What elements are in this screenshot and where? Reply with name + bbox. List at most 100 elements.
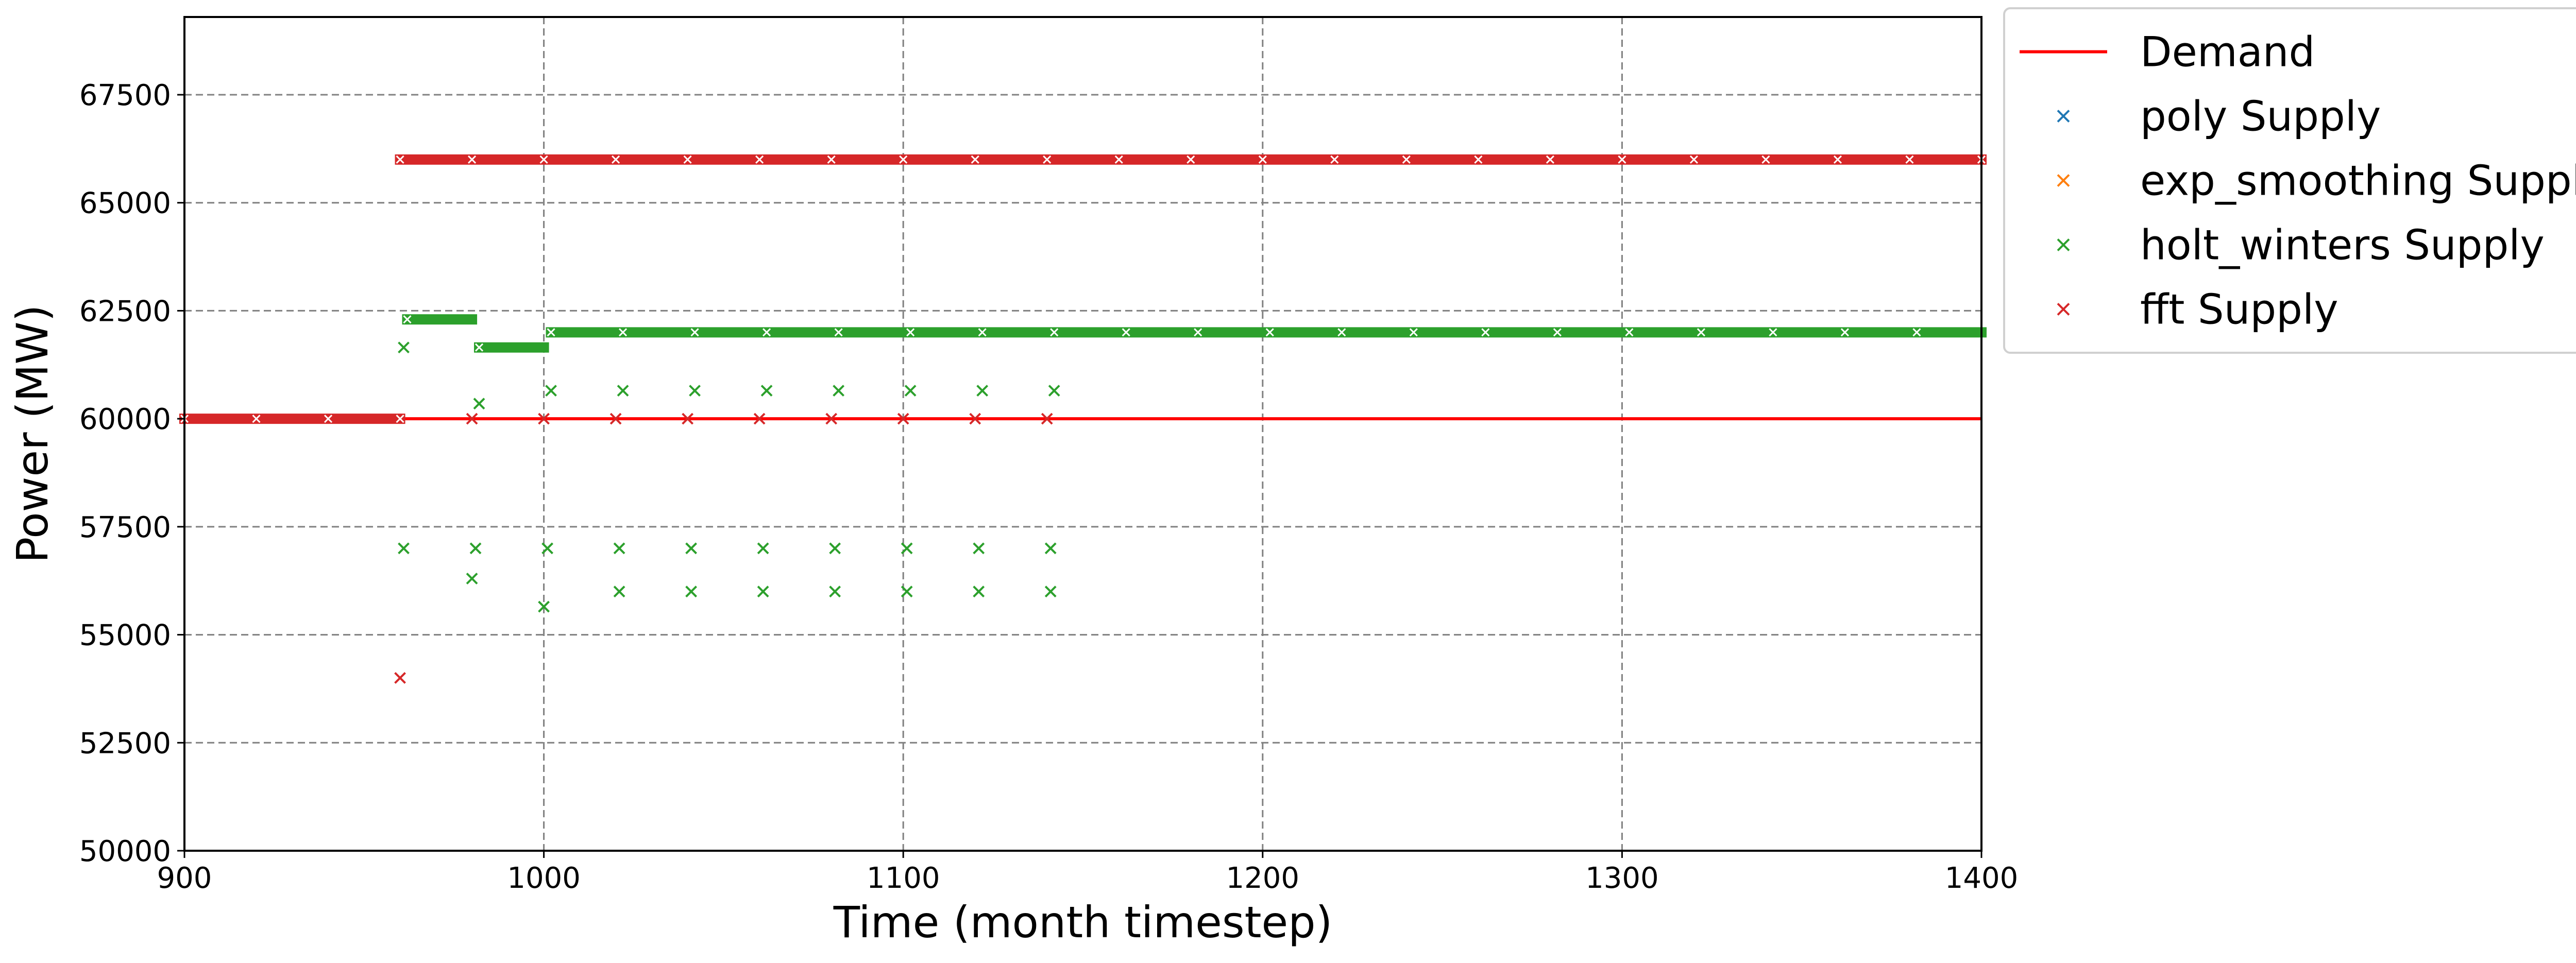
run-marker-gap: [1553, 328, 1562, 337]
legend-item: holt_winters Supply: [2057, 221, 2545, 269]
legend-item: fft Supply: [2057, 286, 2338, 334]
x-tick-label: 900: [157, 862, 212, 895]
data-point: [394, 672, 406, 684]
y-axis-label: Power (MW): [7, 305, 58, 563]
y-tick-label: 52500: [79, 727, 171, 760]
data-point: [541, 542, 553, 555]
run-marker-gap: [1122, 328, 1130, 337]
run-marker-gap: [1337, 328, 1346, 337]
data-point: [825, 412, 838, 425]
run-marker-gap: [396, 155, 404, 164]
run-marker-gap: [1546, 155, 1554, 164]
data-point: [969, 412, 981, 425]
run-marker-gap: [1194, 328, 1202, 337]
run-marker-gap: [1697, 328, 1705, 337]
data-point: [976, 385, 989, 397]
run-marker-gap: [1402, 155, 1411, 164]
legend-item: poly Supply: [2057, 93, 2381, 141]
run-marker-gap: [547, 328, 555, 337]
run-marker-gap: [1761, 155, 1770, 164]
legend-label: fft Supply: [2140, 286, 2338, 334]
run-marker-gap: [474, 343, 484, 352]
run-marker-gap: [539, 155, 548, 164]
run-marker-gap: [1689, 155, 1698, 164]
run-marker-gap: [1330, 155, 1339, 164]
run-marker-gap: [324, 415, 333, 423]
data-point: [833, 385, 845, 397]
data-point: [901, 542, 913, 555]
data-point: [609, 412, 622, 425]
x-tick-label: 1200: [1226, 862, 1300, 895]
data-point: [473, 398, 485, 410]
run-marker-gap: [396, 415, 404, 423]
data-point: [829, 586, 841, 598]
dense-marker-run: [402, 314, 478, 325]
run-marker-gap: [899, 155, 908, 164]
dense-marker-run: [179, 414, 405, 424]
plot-series: [179, 154, 1987, 684]
data-point: [466, 412, 478, 425]
data-point: [904, 385, 917, 397]
run-marker-gap: [1833, 155, 1842, 164]
data-point: [466, 573, 478, 584]
run-marker-gap: [1050, 328, 1059, 337]
data-point: [398, 542, 410, 555]
x-axis-label: Time (month timestep): [833, 897, 1333, 948]
grid: [184, 17, 1981, 851]
legend: Demand poly Supply exp_smoothing Supply hol…: [2003, 7, 2576, 354]
run-marker-gap: [762, 328, 771, 337]
run-marker-gap: [1625, 328, 1634, 337]
run-marker-gap: [827, 155, 836, 164]
data-point: [685, 542, 698, 555]
x-tick-label: 1000: [507, 862, 581, 895]
run-marker-gap: [755, 155, 764, 164]
y-tick-label: 65000: [79, 187, 171, 220]
data-point: [901, 586, 913, 598]
data-point: [897, 412, 909, 425]
data-point: [760, 385, 773, 397]
y-tick-label: 57500: [79, 511, 171, 544]
legend-item: exp_smoothing Supply: [2057, 157, 2576, 205]
data-point: [685, 586, 698, 598]
run-marker-gap: [690, 328, 699, 337]
data-point: [689, 385, 701, 397]
run-marker-gap: [1043, 155, 1052, 164]
data-point: [613, 586, 625, 598]
run-marker-gap: [1409, 328, 1418, 337]
data-point: [829, 542, 841, 555]
axis-ticks: 900 1000 1100 1200 1300 1400 50000 52500 55000 57…: [79, 79, 2018, 895]
legend-marker-swatch: [2057, 110, 2070, 123]
run-marker-gap: [468, 155, 477, 164]
data-point: [613, 542, 625, 555]
run-marker-gap: [1258, 155, 1267, 164]
legend-marker-swatch: [2057, 174, 2070, 187]
run-marker-gap: [1618, 155, 1626, 164]
y-tick-label: 67500: [79, 79, 171, 112]
data-point: [1041, 412, 1053, 425]
run-marker-gap: [1481, 328, 1490, 337]
legend-box: [2003, 7, 2576, 354]
run-marker-gap: [978, 328, 987, 337]
run-marker-gap: [619, 328, 628, 337]
run-marker-gap: [1114, 155, 1123, 164]
data-point: [617, 385, 629, 397]
data-point: [757, 586, 769, 598]
run-marker-gap: [1187, 155, 1195, 164]
data-point: [973, 586, 985, 598]
run-marker-gap: [1840, 328, 1849, 337]
run-marker-gap: [834, 328, 843, 337]
legend-label: holt_winters Supply: [2140, 221, 2545, 269]
data-point: [469, 542, 482, 555]
run-marker-gap: [683, 155, 692, 164]
y-tick-label: 62500: [79, 295, 171, 328]
run-marker-gap: [612, 155, 620, 164]
x-tick-label: 1400: [1945, 862, 2019, 895]
legend-marker-swatch: [2057, 238, 2070, 251]
run-marker-gap: [252, 415, 261, 423]
run-marker-gap: [1265, 328, 1274, 337]
legend-marker-swatch: [2057, 303, 2070, 316]
data-point: [682, 412, 694, 425]
series-fft-supply: [179, 154, 1987, 684]
dense-marker-run: [474, 342, 549, 353]
